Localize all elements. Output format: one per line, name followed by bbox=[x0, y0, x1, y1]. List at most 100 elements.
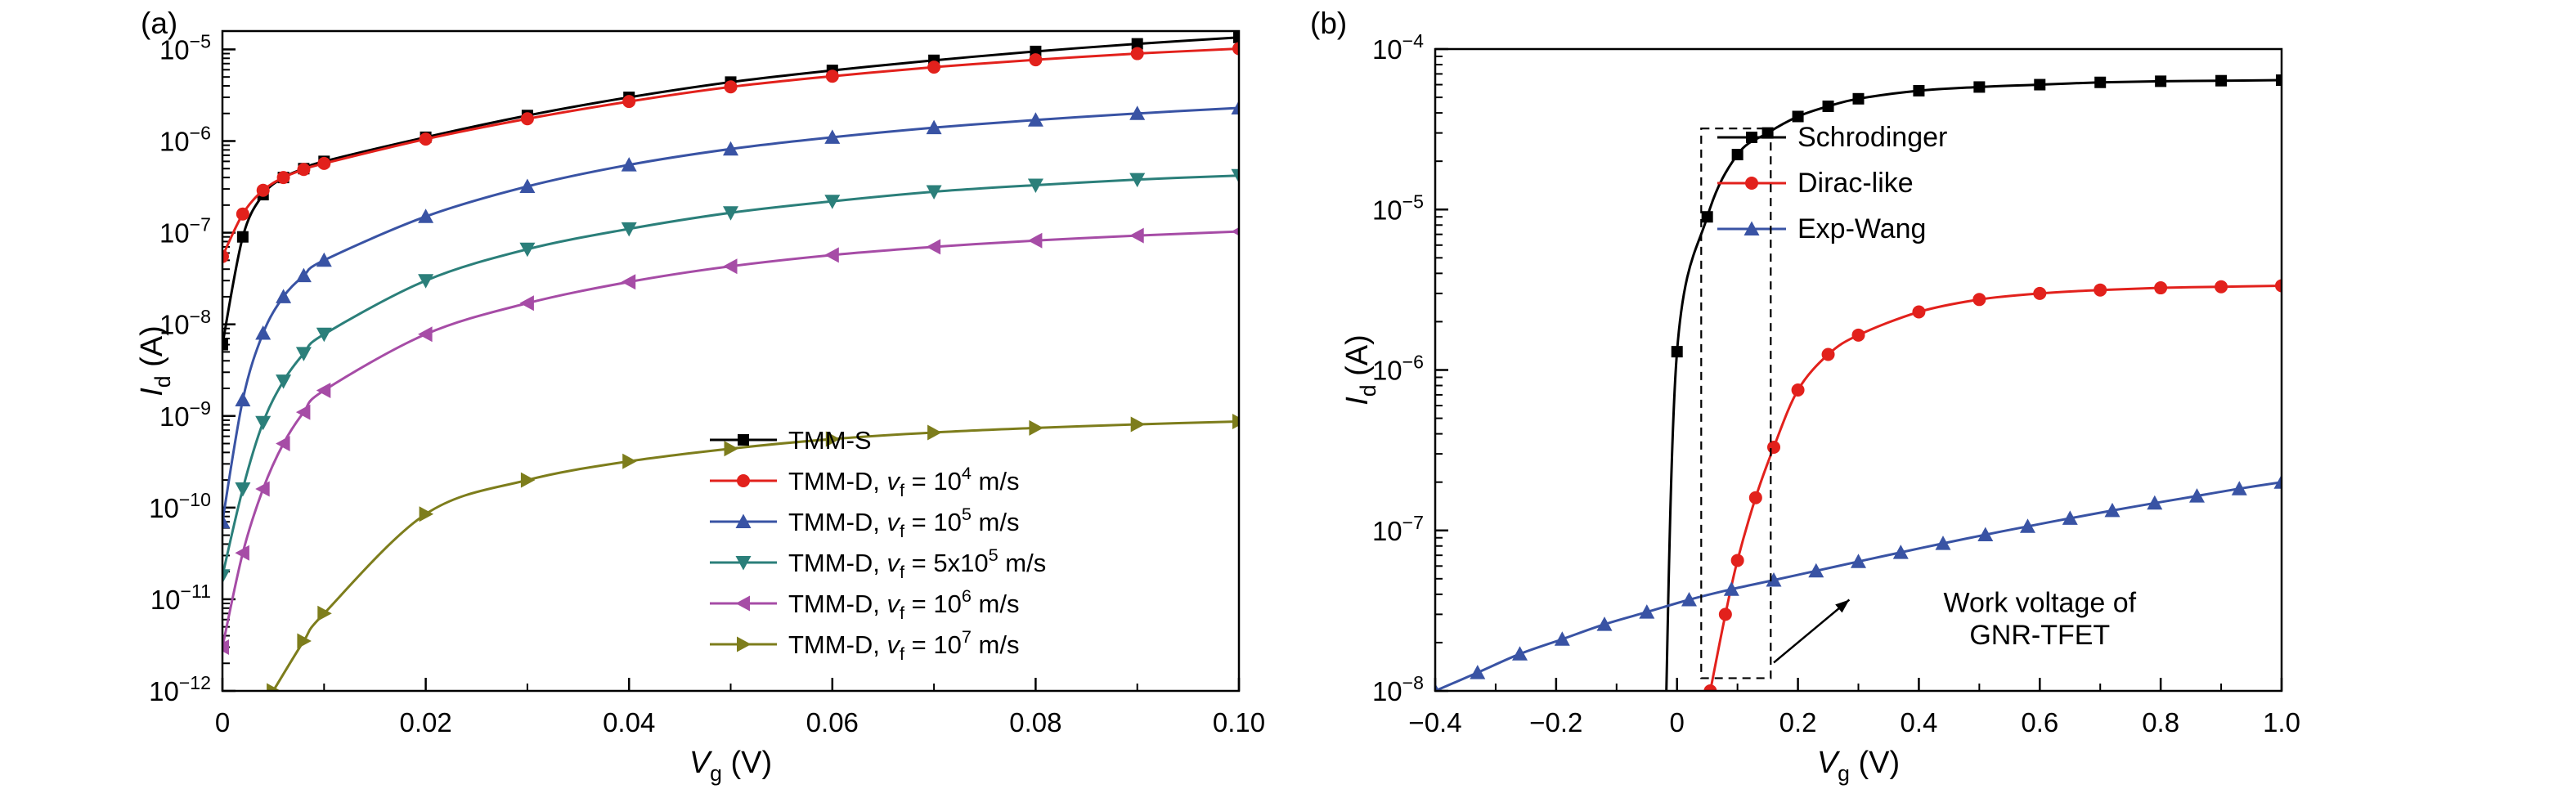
circle-marker bbox=[2215, 280, 2228, 294]
x-tick-label: −0.4 bbox=[1408, 707, 1461, 738]
legend-label: TMM-D, vf = 107 m/s bbox=[788, 626, 1020, 664]
triangle-up-marker bbox=[1470, 665, 1486, 679]
triangle-down-marker bbox=[723, 206, 738, 221]
circle-marker bbox=[1232, 42, 1239, 56]
triangle-left-marker bbox=[621, 274, 636, 290]
triangle-down-marker bbox=[519, 242, 536, 258]
series-line bbox=[1435, 481, 2282, 691]
panel-a-label: (a) bbox=[141, 7, 178, 40]
series-TMM-D-vf-1e4 bbox=[222, 42, 1239, 263]
circle-marker bbox=[419, 132, 433, 146]
circle-marker bbox=[256, 183, 270, 197]
circle-marker bbox=[1821, 347, 1835, 361]
plot-frame bbox=[1434, 47, 2283, 693]
triangle-down-marker bbox=[255, 415, 272, 431]
series-Dirac-like bbox=[1703, 279, 2282, 691]
circle-marker bbox=[724, 80, 738, 94]
legend-label: TMM-D, vf = 106 m/s bbox=[788, 585, 1020, 623]
square-marker bbox=[1913, 84, 1925, 96]
triangle-down-marker bbox=[735, 556, 752, 571]
x-axis-label: Vg (V) bbox=[689, 746, 772, 786]
triangle-down-marker bbox=[222, 569, 231, 584]
triangle-right-marker bbox=[520, 472, 536, 488]
x-axis-label: Vg (V) bbox=[1817, 746, 1900, 786]
annotation-arrowhead-icon bbox=[1835, 599, 1850, 613]
triangle-up-marker bbox=[926, 119, 942, 135]
circle-marker bbox=[2094, 283, 2107, 297]
circle-marker bbox=[1730, 554, 1744, 567]
y-axis-label: Id (A) bbox=[135, 325, 175, 397]
triangle-right-marker bbox=[1130, 416, 1146, 433]
y-tick-label: 10−9 bbox=[159, 397, 211, 432]
y-tick-label: 10−8 bbox=[1372, 672, 1424, 706]
triangle-left-marker bbox=[295, 404, 311, 420]
x-axis: 0 0.02 0.04 0.06 0.08 0.10 bbox=[215, 678, 1265, 738]
triangle-up-marker bbox=[1554, 631, 1570, 646]
triangle-right-marker bbox=[724, 441, 738, 457]
legend-label: TMM-D, vf = 5x105 m/s bbox=[788, 545, 1046, 582]
square-marker bbox=[2215, 74, 2228, 87]
triangle-down-marker bbox=[295, 347, 312, 361]
x-tick-label: 0.2 bbox=[1779, 707, 1817, 738]
triangle-up-marker bbox=[418, 208, 434, 223]
triangle-up-marker bbox=[1766, 572, 1782, 587]
circle-marker bbox=[1718, 607, 1732, 621]
square-marker bbox=[738, 434, 749, 446]
triangle-up-marker bbox=[519, 178, 536, 193]
triangle-right-marker bbox=[297, 633, 312, 649]
triangle-left-marker bbox=[316, 383, 331, 398]
triangle-down-marker bbox=[621, 222, 637, 237]
triangle-up-marker bbox=[276, 289, 292, 303]
y-tick-label: 10−6 bbox=[159, 123, 211, 157]
triangle-down-marker bbox=[1231, 168, 1239, 184]
panel-b-chart: −0.4 −0.2 0 0.2 0.4 0.6 0.8 1.0 10−8 10−7 10−6 10−5… bbox=[1340, 30, 2300, 786]
circle-marker bbox=[1972, 293, 1986, 307]
series-TMM-D-vf-5e5 bbox=[222, 168, 1239, 584]
x-tick-label: 0.08 bbox=[1009, 707, 1061, 738]
triangle-right-marker bbox=[927, 424, 942, 441]
triangle-up-marker bbox=[222, 513, 231, 529]
series-line bbox=[222, 174, 1239, 577]
triangle-down-marker bbox=[235, 482, 251, 497]
triangle-up-marker bbox=[1231, 100, 1239, 114]
x-axis: −0.4 −0.2 0 0.2 0.4 0.6 0.8 1.0 bbox=[1408, 678, 2300, 738]
square-marker bbox=[1659, 749, 1671, 760]
triangle-up-marker bbox=[824, 129, 841, 144]
triangle-up-marker bbox=[1639, 604, 1655, 619]
series-line bbox=[222, 230, 1239, 648]
triangle-up-marker bbox=[1977, 527, 1994, 541]
triangle-left-marker bbox=[235, 545, 249, 561]
triangle-up-marker bbox=[1851, 554, 1866, 568]
triangle-up-marker bbox=[1723, 581, 1739, 596]
y-tick-label: 10−5 bbox=[1372, 191, 1424, 225]
square-marker bbox=[2034, 78, 2046, 91]
triangle-up-marker bbox=[735, 513, 752, 528]
triangle-left-marker bbox=[926, 239, 941, 255]
series-line bbox=[222, 106, 1239, 523]
square-marker bbox=[1852, 92, 1865, 105]
panel-a-chart: 0 0.02 0.04 0.06 0.08 0.10 10−12 10−11 10−10 10−9… bbox=[135, 29, 1265, 786]
triangle-up-marker bbox=[723, 141, 738, 156]
series-Exp-Wang bbox=[1435, 474, 2282, 691]
square-marker bbox=[1973, 81, 1986, 93]
circle-marker bbox=[1703, 684, 1717, 691]
triangle-up-marker bbox=[1596, 616, 1613, 631]
circle-marker bbox=[1745, 177, 1758, 190]
annotation-arrow-line bbox=[1773, 599, 1851, 664]
legend-label: Schrodinger bbox=[1797, 122, 1947, 153]
triangle-down-marker bbox=[418, 274, 434, 289]
legend-label: Dirac-like bbox=[1797, 168, 1914, 199]
triangle-down-marker bbox=[1129, 173, 1146, 188]
square-marker bbox=[1701, 211, 1713, 223]
triangle-right-marker bbox=[317, 605, 332, 621]
circle-marker bbox=[276, 171, 290, 185]
x-tick-label: 0.6 bbox=[2021, 707, 2058, 738]
triangle-left-marker bbox=[222, 639, 229, 655]
square-marker bbox=[2276, 74, 2282, 87]
circle-marker bbox=[1029, 53, 1043, 67]
series-line bbox=[272, 420, 1239, 691]
triangle-up-marker bbox=[1129, 105, 1146, 120]
x-tick-label: 0.10 bbox=[1213, 707, 1265, 738]
y-tick-label: 10−4 bbox=[1372, 30, 1424, 65]
